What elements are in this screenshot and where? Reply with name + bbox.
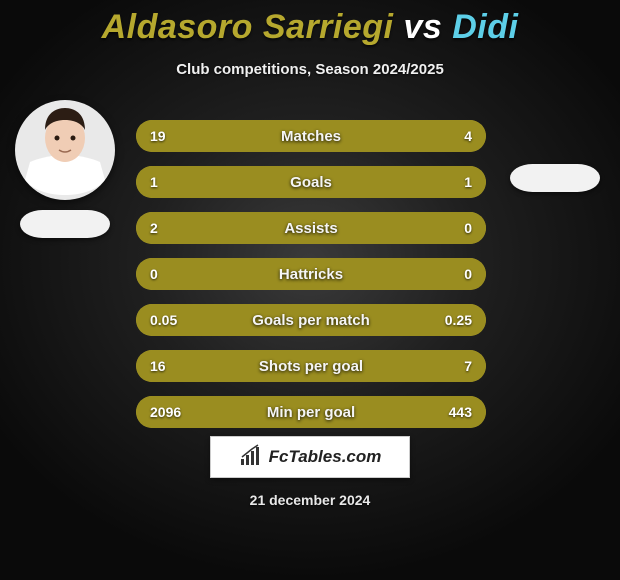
branding-badge[interactable]: FcTables.com (210, 436, 410, 478)
stat-row: 2Assists0 (136, 212, 486, 244)
player1-column (10, 100, 120, 238)
stat-value-right: 4 (450, 128, 486, 144)
stat-row: 0.05Goals per match0.25 (136, 304, 486, 336)
stat-label: Min per goal (136, 404, 486, 421)
subtitle: Club competitions, Season 2024/2025 (0, 61, 620, 78)
stat-value-right: 0 (450, 220, 486, 236)
stat-value-right: 443 (435, 404, 486, 420)
date-label: 21 december 2024 (0, 492, 620, 508)
stats-list: 19Matches41Goals12Assists00Hattricks00.0… (136, 120, 486, 428)
stat-row: 1Goals1 (136, 166, 486, 198)
stat-label: Hattricks (136, 266, 486, 283)
stat-label: Matches (136, 128, 486, 145)
player2-column (500, 100, 610, 238)
stat-label: Assists (136, 220, 486, 237)
player1-flag (20, 210, 110, 238)
vs-separator: vs (403, 8, 442, 46)
player1-avatar-icon (15, 100, 115, 200)
branding-text: FcTables.com (269, 447, 382, 467)
stat-label: Goals (136, 174, 486, 191)
stat-value-right: 1 (450, 174, 486, 190)
stat-row: 16Shots per goal7 (136, 350, 486, 382)
player1-name: Aldasoro Sarriegi (102, 8, 394, 46)
comparison-title: Aldasoro Sarriegi vs Didi (0, 0, 620, 47)
stat-value-right: 0 (450, 266, 486, 282)
fctables-logo-icon (239, 443, 263, 472)
stat-value-right: 0.25 (431, 312, 486, 328)
stat-row: 19Matches4 (136, 120, 486, 152)
stat-row: 2096Min per goal443 (136, 396, 486, 428)
player2-flag (510, 164, 600, 192)
player1-avatar (15, 100, 115, 200)
stat-value-right: 7 (450, 358, 486, 374)
stat-row: 0Hattricks0 (136, 258, 486, 290)
player2-name: Didi (452, 8, 518, 46)
stat-label: Shots per goal (136, 358, 486, 375)
